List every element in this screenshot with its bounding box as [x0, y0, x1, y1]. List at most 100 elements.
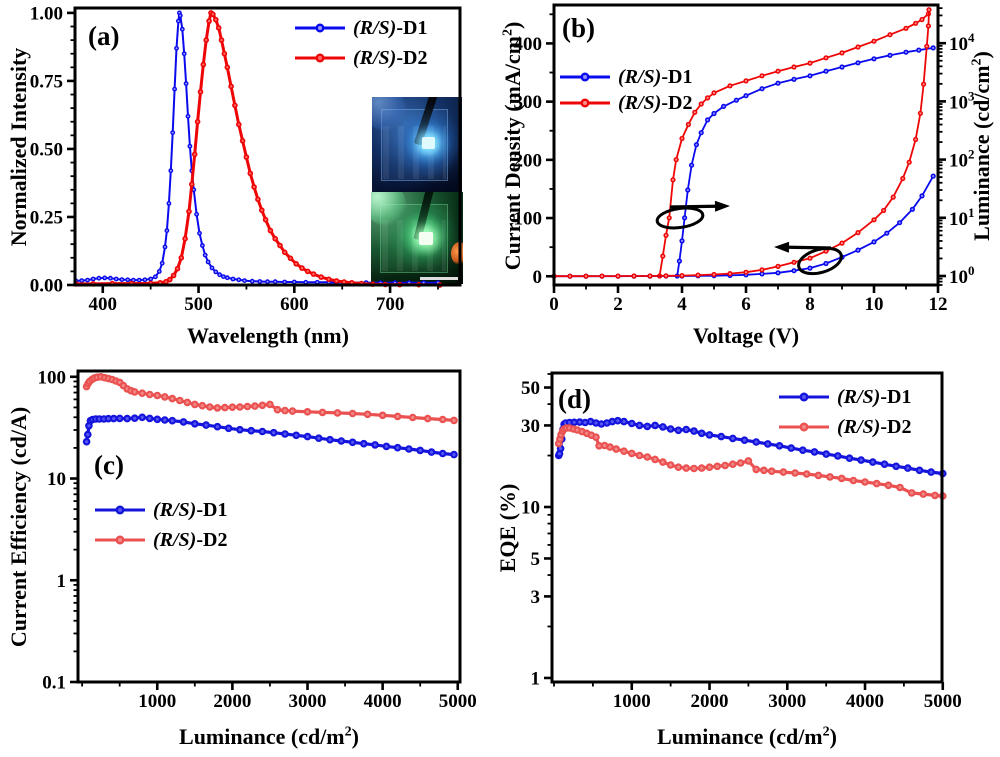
- svg-text:2: 2: [613, 294, 623, 315]
- series--r-s-d2-current-density: [551, 7, 932, 279]
- svg-text:2000: 2000: [213, 691, 251, 712]
- legend-swatch: [560, 98, 610, 108]
- electrode-pattern: [382, 125, 446, 179]
- series--r-s-d1-current-density: [551, 173, 936, 279]
- svg-text:30: 30: [521, 416, 540, 437]
- svg-text:0.1: 0.1: [42, 673, 66, 694]
- svg-text:50: 50: [521, 378, 540, 399]
- series--r-s-d1: [82, 413, 458, 459]
- d-x-axis-title: Luminance (cd/m2): [657, 724, 837, 749]
- legend-swatch: [295, 53, 345, 63]
- svg-text:5: 5: [531, 549, 541, 570]
- svg-text:0.00: 0.00: [30, 276, 63, 297]
- svg-text:12: 12: [929, 294, 948, 315]
- panel-a-plot: 400 500 600 700 0.00 0.25 0.50 0.75 1.00: [30, 3, 462, 315]
- svg-text:100: 100: [38, 367, 67, 388]
- svg-text:3000: 3000: [768, 691, 806, 712]
- svg-text:0: 0: [533, 267, 543, 288]
- legend-label: (R/S)-D1: [153, 498, 228, 521]
- series--r-s-d2: [554, 424, 947, 500]
- b-legend-item-d1: (R/S)-D1: [557, 66, 692, 88]
- a-legend-item-d1: (R/S)-D1: [292, 17, 427, 39]
- svg-text:5000: 5000: [439, 691, 477, 712]
- svg-text:10: 10: [521, 498, 540, 519]
- legend-label: (R/S)-D2: [353, 46, 428, 69]
- b-y2-axis-title: Luminance (cd/cm2): [969, 51, 994, 241]
- a-x-axis-title: Wavelength (nm): [187, 323, 349, 348]
- legend-swatch: [779, 392, 829, 402]
- svg-text:600: 600: [280, 294, 309, 315]
- b-x-axis-title: Voltage (V): [692, 323, 800, 348]
- svg-text:4000: 4000: [846, 691, 884, 712]
- svg-text:100: 100: [949, 263, 975, 288]
- series--r-s-d2-luminance: [657, 11, 932, 279]
- svg-text:1000: 1000: [138, 691, 176, 712]
- svg-text:300: 300: [514, 92, 543, 113]
- svg-text:1: 1: [57, 571, 67, 592]
- svg-text:0.25: 0.25: [30, 207, 63, 228]
- legend-label: (R/S)-D2: [153, 528, 228, 551]
- b-legend-item-d2: (R/S)-D2: [557, 92, 692, 114]
- svg-text:3000: 3000: [289, 691, 327, 712]
- svg-text:0.75: 0.75: [30, 71, 63, 92]
- legend-swatch: [560, 72, 610, 82]
- panel-label-d: (d): [558, 384, 591, 414]
- electrode-pattern: [382, 219, 447, 272]
- c-legend-item-d1: (R/S)-D1: [92, 499, 227, 521]
- legend-swatch: [95, 535, 145, 545]
- svg-text:5000: 5000: [924, 691, 962, 712]
- inset-photo-blue-device: [372, 97, 462, 192]
- svg-text:10: 10: [47, 469, 66, 490]
- svg-text:10: 10: [865, 294, 884, 315]
- legend-swatch: [779, 422, 829, 432]
- b-y-axis-title: Current Density (mA/cm2): [500, 21, 525, 271]
- svg-text:4000: 4000: [364, 691, 402, 712]
- svg-text:0.50: 0.50: [30, 139, 63, 160]
- c-legend-item-d2: (R/S)-D2: [92, 529, 227, 551]
- panel-label-c: (c): [94, 450, 124, 480]
- svg-text:3: 3: [531, 587, 541, 608]
- svg-text:1: 1: [531, 668, 541, 689]
- a-y-axis-title: Normalized Intensity: [6, 47, 31, 247]
- legend-label: (R/S)-D1: [353, 16, 428, 39]
- substrate-edge-highlight: [419, 277, 459, 281]
- svg-text:400: 400: [514, 34, 543, 55]
- d-legend-item-d2: (R/S)-D2: [776, 416, 911, 438]
- c-x-axis-title: Luminance (cd/m2): [179, 724, 359, 749]
- svg-text:400: 400: [89, 294, 118, 315]
- svg-text:6: 6: [741, 294, 751, 315]
- panel-label-b: (b): [562, 13, 595, 43]
- svg-text:0: 0: [549, 294, 559, 315]
- legend-label: (R/S)-D2: [837, 415, 912, 438]
- svg-text:100: 100: [514, 209, 543, 230]
- d-legend-item-d1: (R/S)-D1: [776, 386, 911, 408]
- svg-text:500: 500: [184, 294, 213, 315]
- legend-label: (R/S)-D1: [618, 65, 693, 88]
- svg-text:8: 8: [805, 294, 815, 315]
- panel-d-plot: 1000 2000 3000 4000 5000 1 3 5 10 30 50: [521, 371, 962, 712]
- series--r-s-d1: [554, 416, 947, 478]
- svg-text:4: 4: [677, 294, 687, 315]
- panel-label-a: (a): [88, 21, 120, 51]
- legend-label: (R/S)-D1: [837, 385, 912, 408]
- series--r-s-d2: [82, 373, 458, 425]
- svg-text:2000: 2000: [691, 691, 729, 712]
- c-y-axis-title: Current Efficiency (cd/A): [6, 406, 31, 648]
- legend-swatch: [95, 505, 145, 515]
- legend-swatch: [295, 23, 345, 33]
- legend-label: (R/S)-D2: [618, 91, 693, 114]
- panel-c-plot: 1000 2000 3000 4000 5000 0.1 1 10 100: [38, 367, 477, 712]
- inset-photo-green-device: [371, 192, 463, 284]
- emitting-pixel-green: [418, 231, 433, 245]
- emitting-pixel-blue: [422, 136, 436, 149]
- svg-text:200: 200: [514, 150, 543, 171]
- svg-text:1000: 1000: [613, 691, 651, 712]
- d-y-axis-title: EQE (%): [495, 483, 520, 573]
- svg-text:700: 700: [376, 294, 405, 315]
- axis-indicator-ellipse: [655, 206, 705, 230]
- a-legend-item-d2: (R/S)-D2: [292, 47, 427, 69]
- series--r-s-d1-luminance: [674, 45, 936, 279]
